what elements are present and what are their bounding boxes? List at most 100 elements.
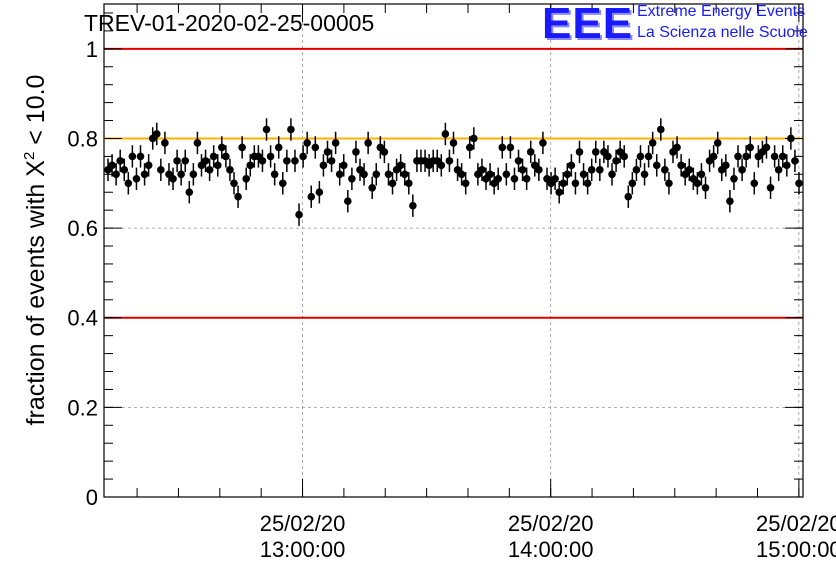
point-marker bbox=[116, 157, 124, 165]
data-point bbox=[795, 172, 803, 195]
data-point bbox=[234, 185, 242, 208]
point-marker bbox=[494, 174, 503, 183]
point-marker bbox=[608, 170, 616, 179]
data-point bbox=[510, 167, 519, 190]
data-point bbox=[437, 154, 446, 177]
point-marker bbox=[112, 170, 120, 179]
point-marker bbox=[652, 161, 661, 170]
data-point bbox=[701, 176, 710, 199]
data-point bbox=[400, 163, 409, 186]
point-marker bbox=[661, 166, 669, 174]
chart-title: TREV-01-2020-02-25-00005 bbox=[84, 10, 375, 36]
data-point bbox=[120, 158, 129, 182]
point-marker bbox=[648, 139, 657, 147]
point-marker bbox=[612, 157, 620, 165]
data-point bbox=[559, 172, 568, 195]
data-point bbox=[404, 172, 413, 195]
point-marker bbox=[205, 166, 214, 174]
point-marker bbox=[152, 130, 161, 138]
point-marker bbox=[770, 152, 779, 161]
point-marker bbox=[274, 143, 283, 152]
point-marker bbox=[734, 152, 742, 161]
data-point bbox=[514, 149, 523, 173]
point-marker bbox=[169, 174, 177, 183]
data-point bbox=[526, 140, 535, 164]
point-marker bbox=[124, 179, 133, 188]
data-point bbox=[774, 158, 783, 182]
point-marker bbox=[140, 170, 149, 179]
point-marker bbox=[701, 183, 710, 192]
point-marker bbox=[632, 166, 641, 174]
data-point bbox=[157, 158, 165, 182]
point-marker bbox=[189, 170, 198, 179]
point-marker bbox=[791, 157, 799, 165]
point-marker bbox=[730, 174, 738, 183]
point-marker bbox=[185, 188, 194, 197]
x-tick-labels: 25/02/2013:00:0025/02/2014:00:0025/02/20… bbox=[260, 511, 836, 562]
point-marker bbox=[291, 157, 299, 165]
point-marker bbox=[136, 152, 145, 161]
data-point bbox=[295, 203, 303, 226]
data-point bbox=[185, 181, 194, 204]
data-points bbox=[104, 118, 803, 226]
point-marker bbox=[620, 152, 629, 161]
x-tick-label-date: 25/02/20 bbox=[756, 511, 836, 536]
point-marker bbox=[522, 174, 531, 183]
data-point bbox=[266, 145, 275, 168]
data-point bbox=[360, 163, 368, 186]
data-point bbox=[311, 136, 320, 159]
data-point bbox=[583, 172, 592, 195]
data-point bbox=[441, 122, 450, 146]
point-marker bbox=[213, 161, 222, 170]
data-point bbox=[522, 167, 531, 190]
data-point bbox=[461, 172, 470, 195]
data-point bbox=[632, 158, 641, 182]
data-point bbox=[128, 145, 137, 168]
data-point bbox=[409, 194, 417, 217]
point-marker bbox=[457, 170, 466, 179]
data-point bbox=[246, 154, 255, 177]
point-marker bbox=[604, 152, 612, 161]
point-marker bbox=[742, 152, 750, 161]
point-marker bbox=[673, 143, 681, 152]
point-marker bbox=[315, 188, 324, 197]
point-marker bbox=[526, 148, 535, 156]
point-marker bbox=[762, 143, 771, 152]
data-point bbox=[116, 149, 124, 173]
data-point bbox=[396, 154, 405, 177]
point-marker bbox=[486, 170, 494, 179]
point-marker bbox=[331, 139, 340, 147]
data-point bbox=[709, 145, 718, 168]
point-marker bbox=[539, 139, 547, 147]
point-marker bbox=[388, 179, 397, 188]
point-marker bbox=[567, 161, 576, 170]
point-marker bbox=[283, 157, 291, 165]
y-tick-label: 0.4 bbox=[67, 306, 98, 331]
y-tick-label: 1 bbox=[86, 37, 98, 62]
point-marker bbox=[311, 143, 320, 152]
data-point bbox=[352, 140, 360, 164]
point-marker bbox=[218, 143, 226, 152]
point-marker bbox=[287, 125, 295, 134]
data-point bbox=[278, 172, 287, 195]
data-point bbox=[766, 176, 775, 199]
point-marker bbox=[778, 152, 787, 161]
data-point bbox=[726, 189, 734, 213]
data-point bbox=[470, 127, 478, 150]
point-marker bbox=[644, 152, 653, 161]
data-point bbox=[612, 149, 620, 173]
data-point bbox=[181, 149, 190, 173]
data-point bbox=[124, 172, 133, 195]
point-marker bbox=[746, 143, 755, 152]
data-point bbox=[693, 172, 702, 195]
data-point bbox=[661, 158, 669, 182]
point-marker bbox=[222, 152, 230, 161]
data-point bbox=[636, 145, 645, 168]
point-marker bbox=[640, 170, 649, 179]
data-point bbox=[791, 149, 799, 173]
data-point bbox=[648, 131, 657, 155]
point-marker bbox=[380, 148, 389, 156]
data-point bbox=[478, 158, 486, 182]
point-marker bbox=[238, 143, 246, 152]
point-marker bbox=[384, 170, 393, 179]
